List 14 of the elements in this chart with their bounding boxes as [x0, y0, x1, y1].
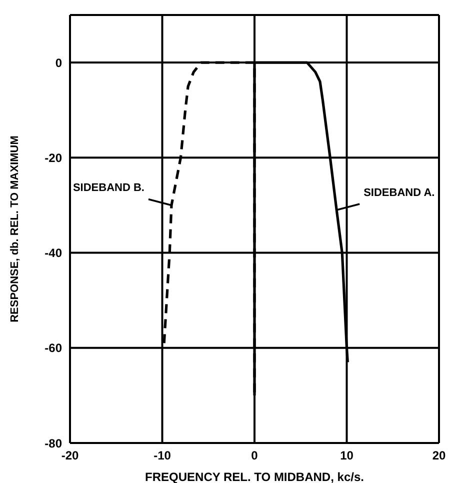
text: SIDEBAND B. — [72, 182, 144, 194]
x-tick-label: -10 — [154, 448, 172, 463]
y-tick-label: -40 — [44, 246, 62, 260]
text: SIDEBAND A. — [364, 186, 435, 199]
x-tick-label: 20 — [432, 448, 446, 463]
y-axis-title: RESPONSE, db. REL. TO MAXIMUM — [8, 136, 21, 322]
y-tick-label: -60 — [44, 341, 62, 356]
x-tick-label: 0 — [251, 448, 258, 463]
x-axis-title: FREQUENCY REL. TO MIDBAND, kc/s. — [145, 470, 364, 483]
x-tick-label: -20 — [61, 448, 79, 463]
x-tick-label: 10 — [340, 448, 354, 463]
y-tick-label: -80 — [44, 436, 62, 450]
y-tick-label: -20 — [44, 150, 62, 165]
y-tick-label: 0 — [55, 56, 62, 70]
